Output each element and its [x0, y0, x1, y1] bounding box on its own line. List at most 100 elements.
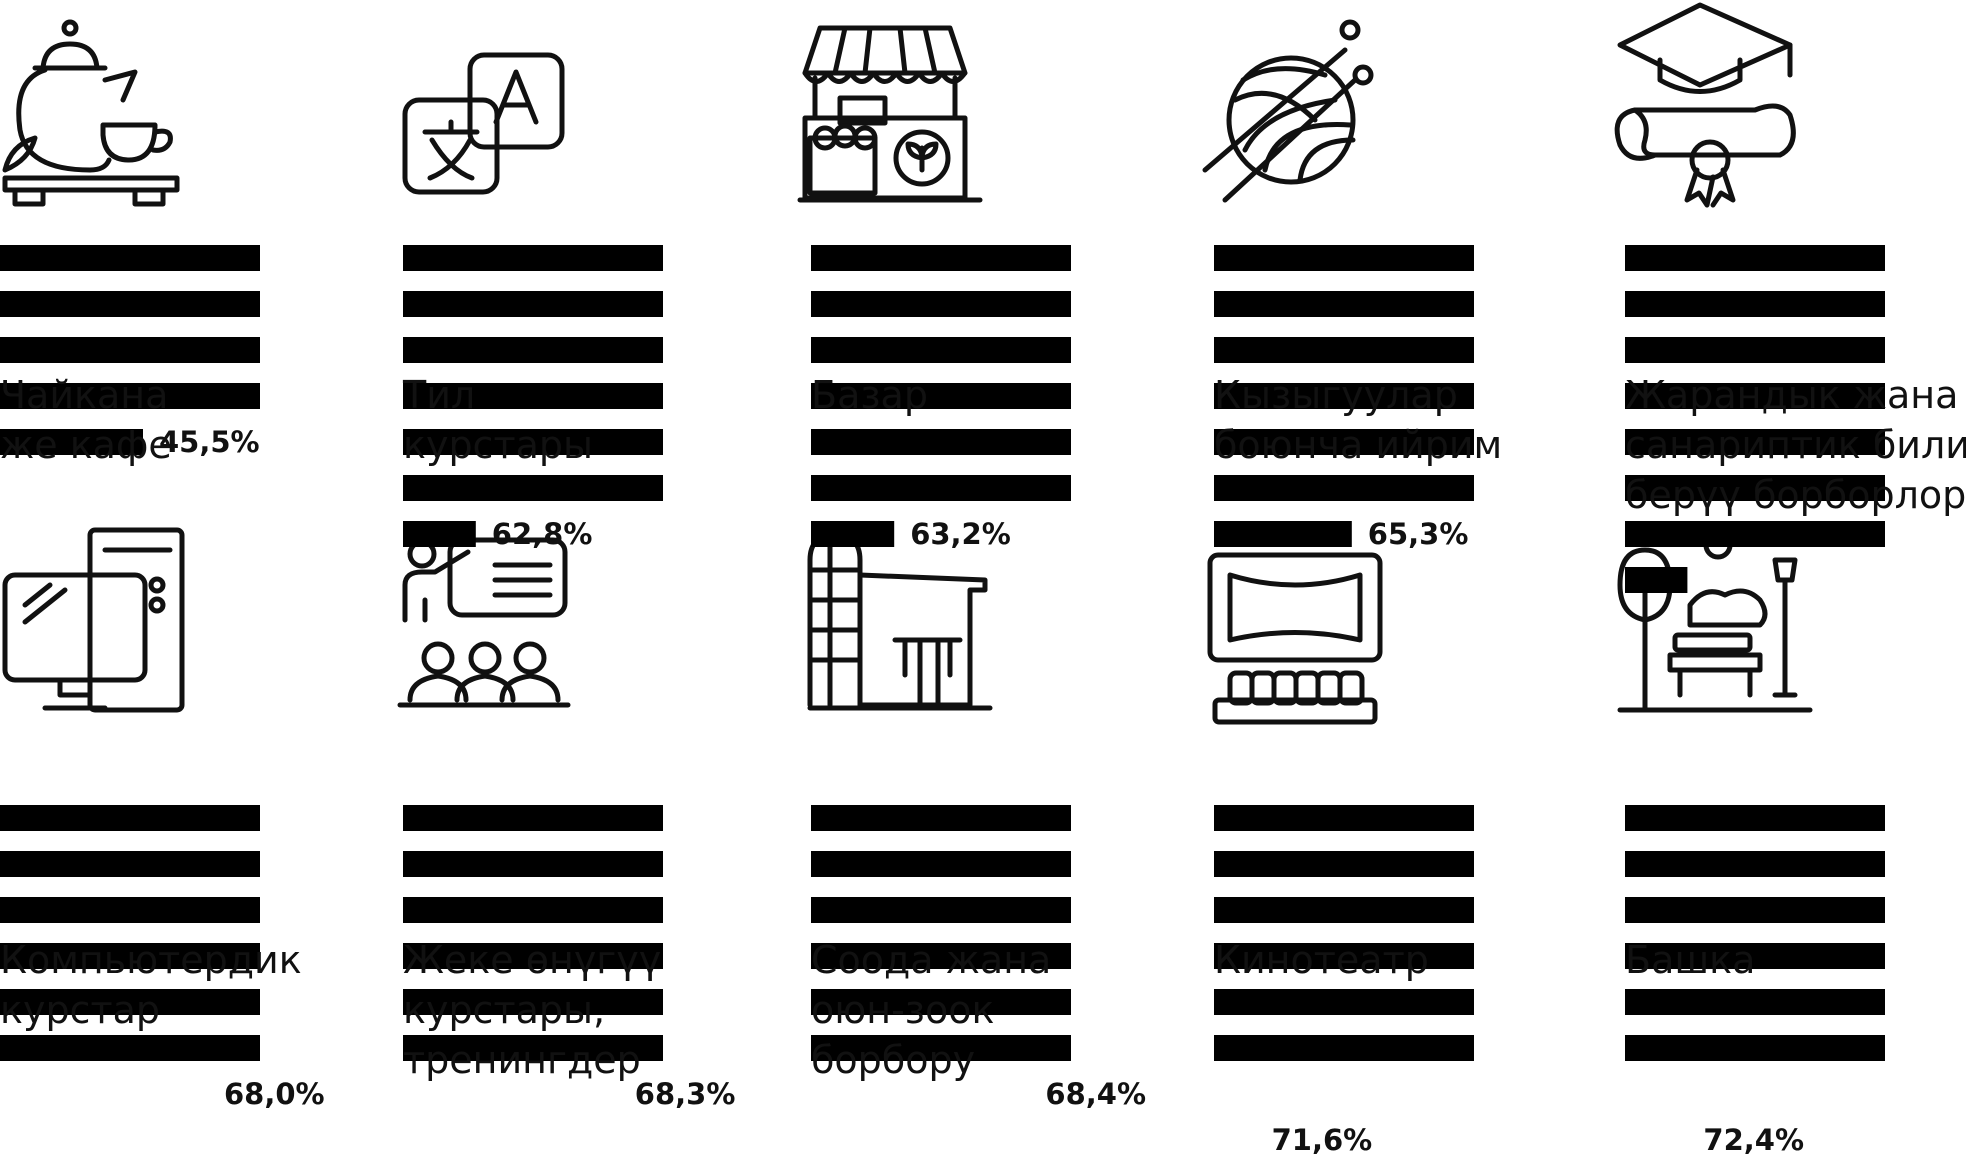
bar-full-segment	[1625, 383, 1885, 409]
bar-full-segment	[403, 383, 663, 409]
bar-full-segment	[403, 1035, 663, 1061]
bar-full-segment	[403, 245, 663, 271]
category-label-line: борбору	[811, 1038, 976, 1082]
training-presentation-icon	[397, 537, 571, 708]
category-label-line: санариптик билим	[1625, 423, 1966, 467]
category-label-line: тренингдер	[403, 1038, 641, 1082]
bar-full-segment	[811, 475, 1071, 501]
bar-full-segment	[811, 337, 1071, 363]
bar-full-segment	[1625, 337, 1885, 363]
bar-full-segment	[1214, 383, 1474, 409]
bar-full-segment	[1625, 851, 1885, 877]
bar-group-1	[0, 245, 260, 455]
value-label: 68,4%	[1045, 1077, 1146, 1111]
bar-full-segment	[0, 897, 260, 923]
bar-group-7	[403, 805, 663, 1061]
bar-full-segment	[1625, 475, 1885, 501]
category-label-line: Кинотеатр	[1214, 938, 1429, 982]
bar-full-segment	[811, 291, 1071, 317]
bar-group-5	[1625, 245, 1885, 593]
bar-full-segment	[403, 851, 663, 877]
bar-full-segment	[403, 337, 663, 363]
bar-full-segment	[1625, 943, 1885, 969]
bar-full-segment	[1214, 245, 1474, 271]
category-label-line: Жарандык жана	[1625, 373, 1959, 417]
bar-full-segment	[403, 943, 663, 969]
bar-group-3	[811, 245, 1071, 547]
category-label-line: Компьютердик	[0, 938, 302, 982]
category-label-line: Башка	[1625, 938, 1756, 982]
value-label: 71,6%	[1271, 1123, 1373, 1157]
bar-group-6	[0, 805, 260, 1061]
translate-icon	[402, 52, 565, 195]
bar-full-segment	[1625, 429, 1885, 455]
category-label-line: берүү борборлору	[1625, 473, 1966, 517]
graduation-diploma-icon	[1614, 2, 1796, 208]
cinema-icon	[1207, 552, 1383, 725]
chart	[0, 2, 1885, 1061]
value-label: 62,8%	[491, 517, 593, 551]
value-label: 72,4%	[1703, 1123, 1804, 1157]
bar-full-segment	[811, 989, 1071, 1015]
bar-full-segment	[1214, 475, 1474, 501]
bar-full-segment	[811, 897, 1071, 923]
bar-full-segment	[0, 943, 260, 969]
category-label-line: боюнча ийрим	[1214, 423, 1503, 467]
bar-full-segment	[403, 291, 663, 317]
bar-full-segment	[1214, 429, 1474, 455]
category-label-line: Чайкана	[0, 373, 169, 417]
bar-partial-segment	[403, 521, 476, 547]
bar-full-segment	[1625, 897, 1885, 923]
desktop-computer-icon	[2, 527, 185, 713]
bar-group-8	[811, 805, 1071, 1061]
bar-full-segment	[1625, 1035, 1885, 1061]
bar-full-segment	[811, 429, 1071, 455]
bar-partial-segment	[1214, 521, 1352, 547]
teapot-cup-icon	[2, 19, 180, 207]
category-label-line: курстары	[403, 423, 593, 467]
bar-full-segment	[1625, 805, 1885, 831]
bar-full-segment	[0, 1035, 260, 1061]
category-label-line: Жеке өнүгүү	[403, 938, 662, 982]
bar-group-2	[403, 245, 663, 547]
bar-full-segment	[1214, 851, 1474, 877]
bar-full-segment	[0, 245, 260, 271]
bar-full-segment	[0, 851, 260, 877]
bar-full-segment	[811, 1035, 1071, 1061]
bar-full-segment	[0, 989, 260, 1015]
bar-group-9	[1214, 805, 1474, 1061]
category-label-line: курстар	[0, 988, 160, 1032]
value-label: 63,2%	[910, 517, 1011, 551]
category-label-line: курстары,	[403, 988, 606, 1032]
yarn-ball-icon	[1202, 19, 1374, 203]
category-label-line: Тил	[403, 373, 476, 417]
value-label: 65,3%	[1367, 517, 1469, 551]
bar-full-segment	[0, 805, 260, 831]
bar-full-segment	[1214, 943, 1474, 969]
bar-full-segment	[1214, 291, 1474, 317]
bar-partial-segment	[0, 429, 143, 455]
bar-full-segment	[1214, 989, 1474, 1015]
bar-full-segment	[811, 805, 1071, 831]
bar-full-segment	[1214, 337, 1474, 363]
bar-full-segment	[0, 337, 260, 363]
bar-full-segment	[403, 989, 663, 1015]
bar-full-segment	[1214, 897, 1474, 923]
bar-full-segment	[0, 383, 260, 409]
bar-full-segment	[1625, 521, 1885, 547]
bar-partial-segment	[1625, 567, 1688, 593]
value-label: 68,0%	[224, 1077, 325, 1111]
bar-full-segment	[1214, 805, 1474, 831]
category-label-line: Кызыгуулар	[1214, 373, 1458, 417]
bar-full-segment	[811, 851, 1071, 877]
bar-full-segment	[1625, 291, 1885, 317]
market-stall-icon	[797, 25, 983, 203]
category-label-line: Соода жана	[811, 938, 1052, 982]
bar-full-segment	[403, 805, 663, 831]
park-icon	[1617, 530, 1813, 713]
bar-full-segment	[811, 245, 1071, 271]
bar-full-segment	[403, 429, 663, 455]
bar-partial-segment	[811, 521, 895, 547]
value-label: 45,5%	[159, 425, 260, 459]
shopping-mall-icon	[807, 532, 993, 711]
